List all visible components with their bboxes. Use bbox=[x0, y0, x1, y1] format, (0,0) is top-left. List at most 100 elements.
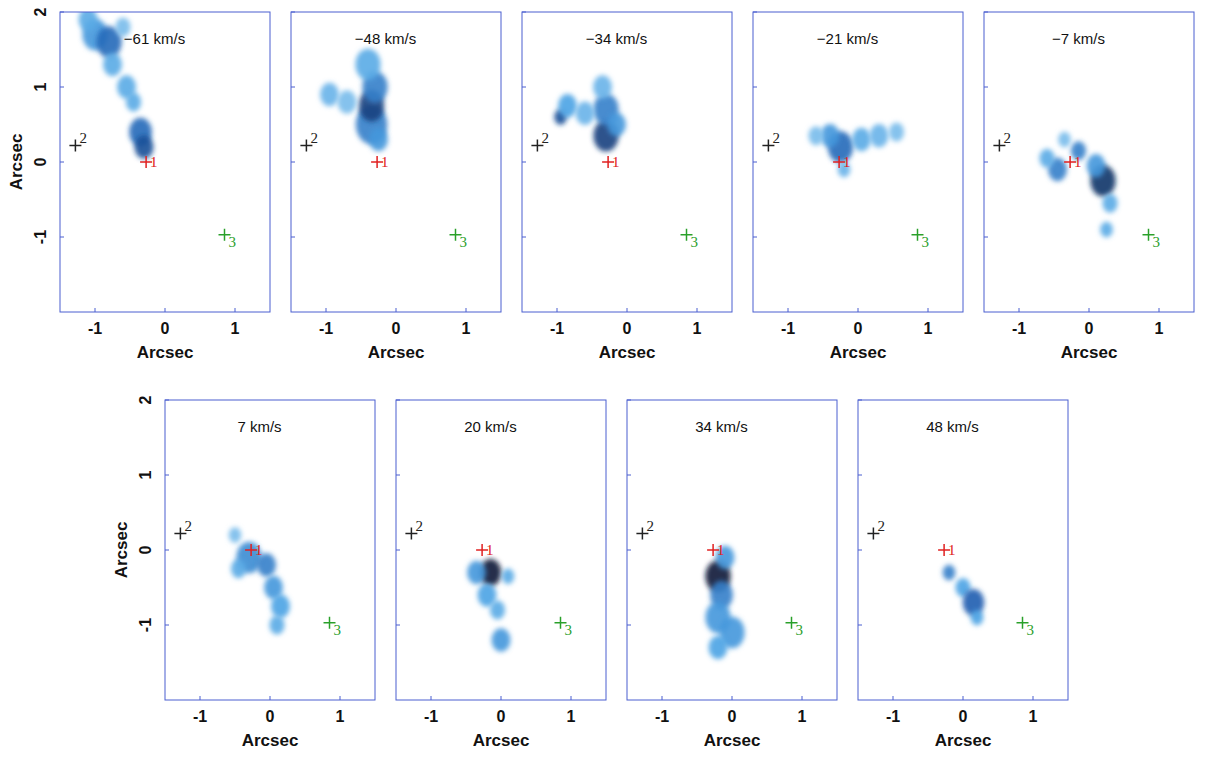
frame bbox=[753, 12, 963, 312]
x-tick bbox=[200, 696, 201, 700]
velocity-label: −21 km/s bbox=[817, 30, 878, 47]
plot-area bbox=[984, 12, 1194, 312]
x-tick-label: 0 bbox=[854, 320, 863, 337]
emission-blob bbox=[338, 90, 357, 114]
frame bbox=[165, 400, 375, 700]
x-tick bbox=[501, 696, 502, 700]
marker-label: 1 bbox=[486, 542, 494, 558]
x-tick-label: 1 bbox=[567, 708, 576, 725]
y-tick-label: -1 bbox=[32, 230, 49, 244]
x-tick bbox=[1019, 308, 1020, 312]
emission-group bbox=[69, 12, 230, 241]
x-tick bbox=[270, 696, 271, 700]
x-tick bbox=[697, 308, 698, 312]
x-tick bbox=[893, 696, 894, 700]
marker-label: 3 bbox=[1027, 622, 1035, 638]
x-tick-label: -1 bbox=[550, 320, 564, 337]
x-tick bbox=[396, 308, 397, 312]
marker-label: 1 bbox=[717, 542, 725, 558]
emission-blob bbox=[271, 594, 290, 618]
emission-blob bbox=[126, 93, 141, 112]
marker-label: 3 bbox=[922, 234, 930, 250]
x-tick bbox=[1159, 308, 1160, 312]
cross-v bbox=[481, 544, 483, 556]
x-tick-label: -1 bbox=[424, 708, 438, 725]
y-tick bbox=[60, 87, 64, 88]
x-tick bbox=[928, 308, 929, 312]
marker-label: 1 bbox=[381, 154, 389, 170]
cross-v bbox=[943, 544, 945, 556]
x-tick-label: -1 bbox=[319, 320, 333, 337]
emission-blob bbox=[971, 610, 984, 626]
y-tick bbox=[858, 400, 862, 401]
marker-label: 3 bbox=[334, 622, 342, 638]
x-tick-label: 1 bbox=[798, 708, 807, 725]
marker-label: 1 bbox=[612, 154, 620, 170]
cross-v bbox=[1069, 156, 1071, 168]
plot-area bbox=[627, 400, 837, 700]
panel: 123-101Arcsec34 km/s bbox=[627, 400, 837, 750]
panel: 123-101Arcsec−48 km/s bbox=[291, 12, 501, 362]
y-tick bbox=[60, 162, 64, 163]
x-tick bbox=[165, 308, 166, 312]
emission-blob bbox=[269, 616, 284, 635]
cross-v bbox=[917, 229, 919, 241]
y-tick-label: 1 bbox=[137, 470, 154, 479]
y-tick bbox=[627, 625, 631, 626]
emission-group bbox=[993, 132, 1154, 241]
emission-group bbox=[762, 123, 923, 241]
cross-v bbox=[686, 229, 688, 241]
plot-area bbox=[522, 12, 732, 312]
emission-group bbox=[300, 49, 461, 241]
x-tick bbox=[571, 696, 572, 700]
emission-blob bbox=[231, 559, 246, 578]
y-tick bbox=[984, 12, 988, 13]
plot-area bbox=[396, 400, 606, 700]
x-tick bbox=[662, 696, 663, 700]
x-tick-label: 0 bbox=[266, 708, 275, 725]
x-tick-label: 0 bbox=[623, 320, 632, 337]
plot-area bbox=[858, 400, 1068, 700]
x-tick-label: -1 bbox=[88, 320, 102, 337]
emission-blob bbox=[558, 94, 577, 118]
marker-label: 3 bbox=[229, 234, 237, 250]
x-axis-title: Arcsec bbox=[935, 731, 992, 750]
y-tick bbox=[753, 87, 757, 88]
y-tick bbox=[291, 162, 295, 163]
y-tick bbox=[984, 162, 988, 163]
emission-blob bbox=[492, 628, 511, 652]
emission-blob bbox=[369, 128, 388, 152]
emission-blob bbox=[852, 128, 871, 152]
x-tick-label: 1 bbox=[1029, 708, 1038, 725]
cross-v bbox=[224, 229, 226, 241]
cross-v bbox=[455, 229, 457, 241]
x-axis-title: Arcsec bbox=[473, 731, 530, 750]
y-tick bbox=[753, 162, 757, 163]
emission-blob bbox=[1039, 149, 1054, 168]
marker-label: 2 bbox=[1003, 130, 1011, 146]
x-tick bbox=[466, 308, 467, 312]
y-tick bbox=[522, 12, 526, 13]
cross-v bbox=[376, 156, 378, 168]
y-tick bbox=[753, 237, 757, 238]
emission-blob bbox=[320, 83, 339, 107]
x-tick-label: -1 bbox=[655, 708, 669, 725]
velocity-label: −48 km/s bbox=[355, 30, 416, 47]
emission-blob bbox=[870, 124, 889, 148]
y-tick bbox=[291, 12, 295, 13]
velocity-label: 48 km/s bbox=[926, 418, 979, 435]
emission-blob bbox=[607, 113, 626, 137]
plot-area bbox=[291, 12, 501, 312]
y-tick bbox=[858, 550, 862, 551]
plot-area bbox=[753, 12, 963, 312]
y-tick bbox=[627, 550, 631, 551]
emission-blob bbox=[229, 527, 242, 543]
cross-v bbox=[560, 617, 562, 629]
y-tick bbox=[396, 625, 400, 626]
emission-blob bbox=[1102, 194, 1117, 213]
x-tick bbox=[557, 308, 558, 312]
marker-label: 2 bbox=[79, 130, 87, 146]
y-tick bbox=[60, 12, 64, 13]
cross-v bbox=[329, 617, 331, 629]
x-tick bbox=[1089, 308, 1090, 312]
